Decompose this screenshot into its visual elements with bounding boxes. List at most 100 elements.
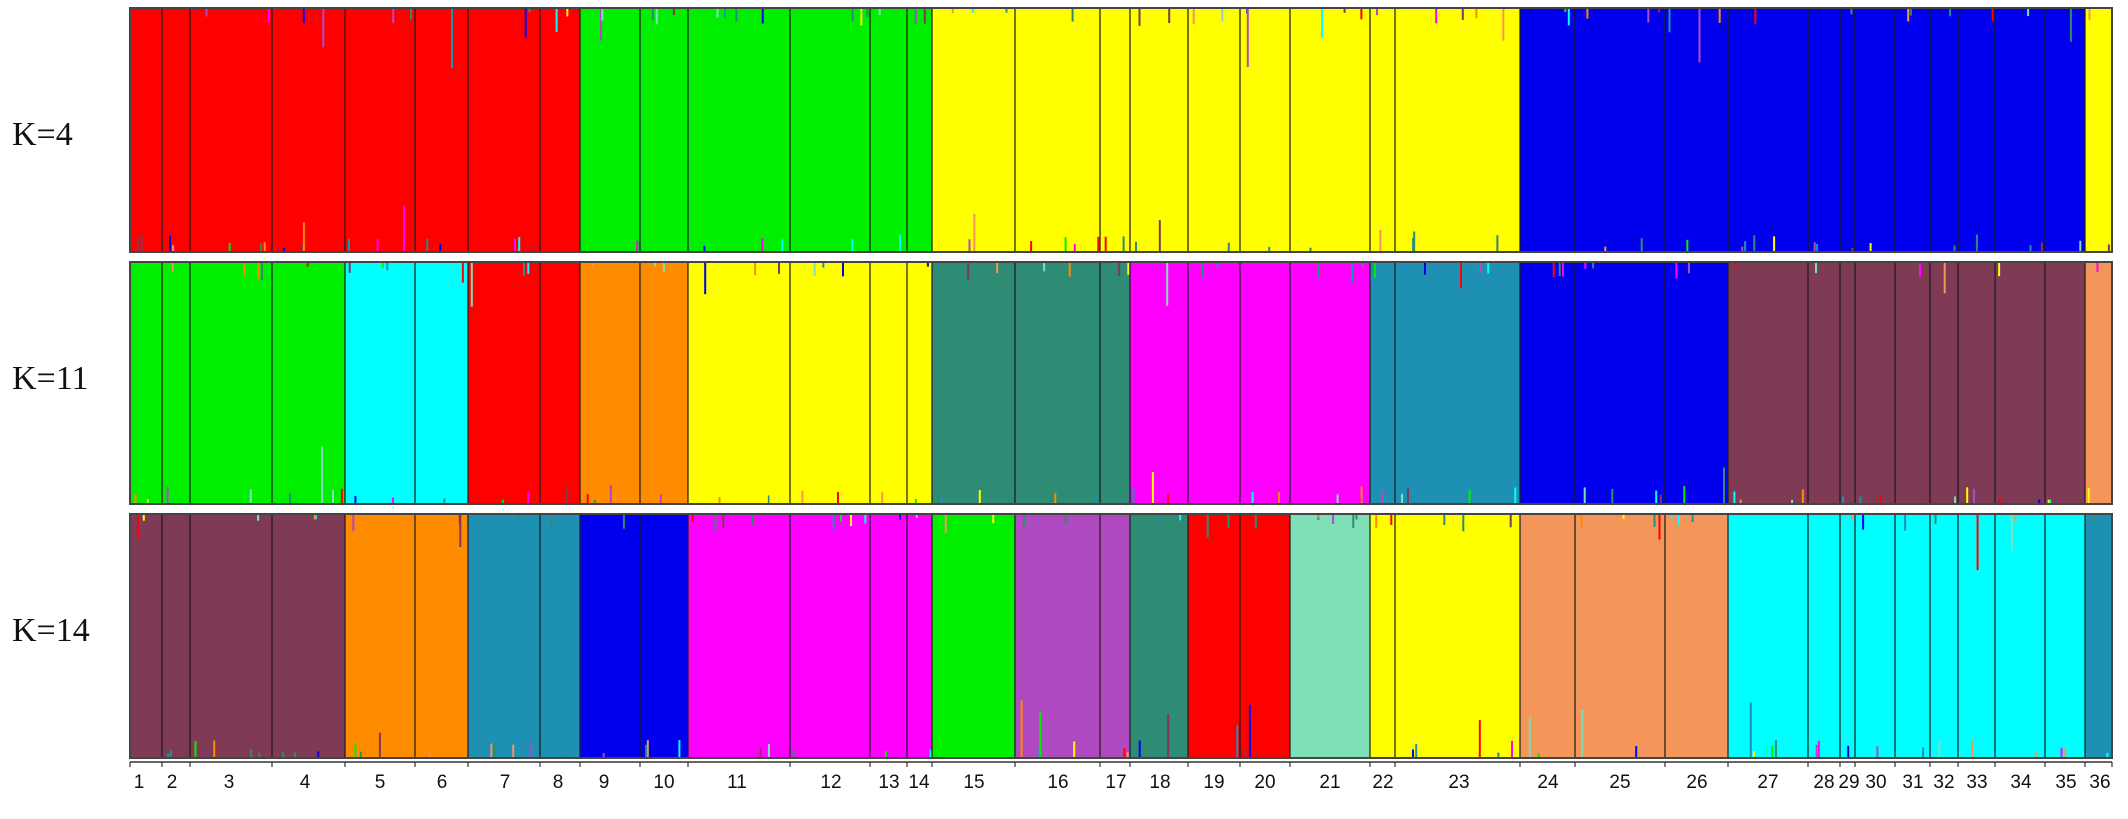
population-bar-8-k4	[540, 8, 580, 252]
population-bar-3-k11	[190, 262, 272, 504]
admixture-speck	[1851, 514, 1854, 520]
admixture-speck	[403, 206, 405, 253]
population-bar-26-k4	[1665, 8, 1728, 252]
admixture-speck	[645, 744, 648, 759]
admixture-speck	[1413, 231, 1416, 252]
admixture-speck	[1675, 262, 1678, 279]
admixture-speck	[781, 239, 784, 252]
admixture-speck	[1753, 235, 1756, 252]
admixture-speck	[1514, 487, 1517, 505]
admixture-speck	[1030, 241, 1033, 252]
admixture-speck	[205, 8, 208, 17]
population-label-12: 12	[820, 772, 842, 793]
admixture-speck	[1584, 262, 1587, 269]
admixture-speck	[582, 514, 585, 520]
admixture-speck	[1733, 491, 1736, 505]
admixture-speck	[1468, 489, 1471, 505]
admixture-speck	[352, 514, 355, 532]
admixture-speck	[1655, 490, 1658, 505]
population-bar-1-k4	[130, 8, 162, 252]
admixture-speck	[1975, 234, 1978, 252]
panel-border	[129, 261, 2113, 505]
population-bar-16-k11	[1015, 262, 1100, 504]
admixture-speck	[704, 262, 707, 295]
population-bar-2-k4	[162, 8, 190, 252]
admixture-speck	[1718, 8, 1721, 23]
population-bar-14-k11	[907, 262, 932, 504]
population-bar-17-k11	[1100, 262, 1130, 504]
population-bar-27-k11	[1728, 262, 1808, 504]
admixture-speck	[1943, 262, 1946, 294]
admixture-speck	[2038, 499, 2041, 505]
admixture-speck	[1586, 8, 1589, 19]
population-label-23: 23	[1448, 772, 1470, 793]
admixture-speck	[1020, 700, 1023, 759]
admixture-speck	[1206, 514, 1209, 538]
admixture-speck	[1842, 488, 1845, 504]
admixture-speck	[359, 751, 362, 758]
admixture-speck	[1280, 488, 1282, 504]
population-bar-8-k14	[540, 514, 580, 758]
population-bar-7-k4	[468, 8, 540, 252]
population-label-7: 7	[499, 772, 511, 793]
population-bar-9-k11	[580, 262, 640, 504]
admixture-speck	[1407, 488, 1409, 505]
admixture-speck	[978, 490, 981, 504]
population-bar-7-k14	[468, 514, 540, 758]
population-bar-1-k14	[130, 514, 162, 758]
admixture-speck	[1801, 489, 1804, 505]
admixture-speck	[1496, 235, 1499, 252]
admixture-speck	[1390, 514, 1393, 525]
admixture-speck	[2079, 240, 2082, 253]
admixture-speck	[1309, 247, 1312, 252]
population-bar-21-k11	[1290, 262, 1370, 504]
population-bar-4-k11	[272, 262, 345, 504]
admixture-speck	[562, 753, 565, 758]
population-bar-2-k14	[162, 514, 190, 758]
admixture-speck	[527, 262, 530, 274]
admixture-speck	[1564, 8, 1567, 13]
population-bar-33-k4	[1958, 8, 1995, 252]
admixture-speck	[565, 487, 568, 505]
admixture-speck	[428, 753, 431, 758]
admixture-speck	[1118, 262, 1121, 277]
population-bar-23-k14	[1395, 514, 1520, 758]
admixture-speck	[194, 741, 197, 759]
admixture-speck	[410, 8, 412, 20]
population-bar-35-k11	[2045, 262, 2085, 504]
admixture-speck	[765, 488, 768, 505]
population-bar-12-k14	[790, 514, 870, 758]
population-label-15: 15	[963, 772, 985, 793]
population-bar-10-k4	[640, 8, 688, 252]
population-bar-36-k14	[2085, 514, 2112, 758]
admixture-speck	[2064, 748, 2067, 759]
population-bar-26-k11	[1665, 262, 1728, 504]
admixture-speck	[1443, 514, 1446, 525]
admixture-speck	[646, 740, 649, 758]
admixture-speck	[1774, 740, 1777, 759]
admixture-speck	[140, 234, 143, 252]
admixture-speck	[1166, 493, 1169, 504]
population-bar-35-k14	[2045, 514, 2085, 758]
population-bar-10-k14	[640, 514, 688, 758]
population-bar-18-k14	[1130, 514, 1188, 758]
population-bar-2-k11	[162, 262, 190, 504]
admixture-speck	[376, 238, 379, 253]
admixture-speck	[778, 262, 780, 274]
admixture-speck	[861, 247, 864, 253]
admixture-speck	[2029, 245, 2032, 253]
admixture-speck	[134, 493, 137, 504]
admixture-speck	[1723, 467, 1725, 505]
admixture-speck	[136, 238, 139, 252]
admixture-speck	[609, 485, 612, 504]
admixture-speck	[1741, 246, 1744, 253]
admixture-speck	[1966, 487, 1969, 504]
admixture-speck	[1475, 8, 1478, 19]
population-bar-7-k11	[468, 262, 540, 504]
admixture-speck	[2060, 747, 2063, 758]
admixture-speck	[2047, 499, 2050, 504]
admixture-speck	[555, 8, 558, 32]
admixture-speck	[1216, 262, 1219, 268]
admixture-speck	[1752, 751, 1755, 759]
admixture-speck	[354, 496, 357, 505]
